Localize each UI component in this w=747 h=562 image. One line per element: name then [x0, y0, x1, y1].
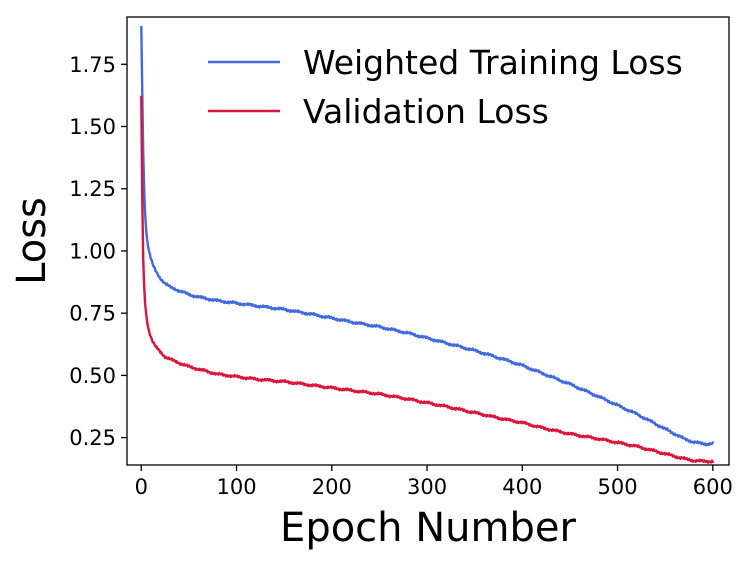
legend-label: Validation Loss [303, 92, 549, 131]
x-tick-label: 300 [407, 475, 447, 499]
y-tick-label: 1.00 [69, 239, 116, 263]
series-line-weighted-training-loss [140, 25, 715, 447]
tick-layer: 0 100 200 300 400 500 600 0.25 0.50 0.75 1.00 1.25 1… [69, 53, 733, 499]
legend: Weighted Training Loss Validation Loss [208, 43, 683, 131]
series-layer [140, 25, 715, 464]
y-tick-label: 0.50 [69, 364, 116, 388]
y-tick-label: 1.50 [69, 115, 116, 139]
y-tick-label: 0.25 [69, 426, 116, 450]
y-tick-label: 1.25 [69, 177, 116, 201]
x-tick-label: 100 [216, 475, 256, 499]
plot-frame [126, 16, 730, 466]
x-tick-label: 600 [693, 475, 733, 499]
x-axis-label: Epoch Number [280, 505, 576, 551]
series-line-validation-loss [140, 95, 715, 464]
legend-label: Weighted Training Loss [303, 43, 683, 82]
x-tick-label: 0 [135, 475, 148, 499]
x-tick-label: 200 [312, 475, 352, 499]
y-tick-label: 0.75 [69, 302, 116, 326]
x-tick-label: 400 [502, 475, 542, 499]
y-tick-label: 1.75 [69, 53, 116, 77]
x-tick-label: 500 [598, 475, 638, 499]
y-axis-label: Loss [9, 197, 55, 285]
